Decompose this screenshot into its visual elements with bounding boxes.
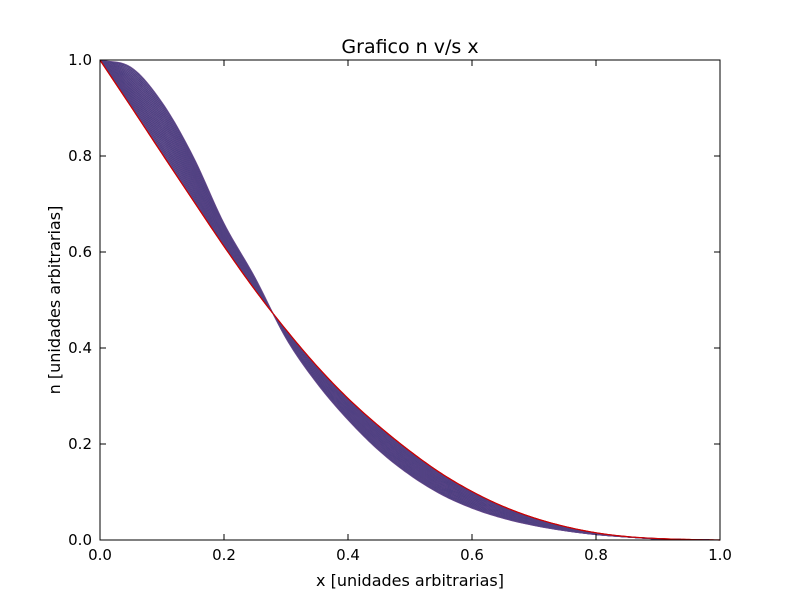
y-tick-label: 1.0	[68, 51, 92, 69]
y-tick-label: 0.8	[68, 147, 92, 165]
y-tick-label: 0.6	[68, 243, 92, 261]
curve-band	[99, 59, 721, 541]
x-tick-label: 0.0	[88, 546, 112, 564]
series-line-red-top	[99, 59, 721, 541]
x-tick-label: 1.0	[708, 546, 732, 564]
x-tick-label: 0.2	[212, 546, 236, 564]
plot-area: 0.0 0.2 0.4 0.6 0.8 1.0 0.0 0.2 0.4 0.6 0.8 1.0	[68, 51, 732, 564]
y-tick-label: 0.4	[68, 339, 92, 357]
y-tick-label: 0.2	[68, 435, 92, 453]
x-axis-label: x [unidades arbitrarias]	[316, 571, 504, 590]
x-tick-label: 0.8	[584, 546, 608, 564]
series-line	[99, 59, 721, 541]
plot-frame	[99, 59, 721, 541]
y-tick-label: 0.0	[68, 531, 92, 549]
y-axis-label: n [unidades arbitrarias]	[45, 206, 64, 395]
x-tick-label: 0.4	[336, 546, 360, 564]
x-tick-label: 0.6	[460, 546, 484, 564]
axis-ticks: 0.0 0.2 0.4 0.6 0.8 1.0 0.0 0.2 0.4 0.6 0.8 1.0	[68, 51, 732, 564]
chart-title: Grafico n v/s x	[341, 36, 478, 58]
